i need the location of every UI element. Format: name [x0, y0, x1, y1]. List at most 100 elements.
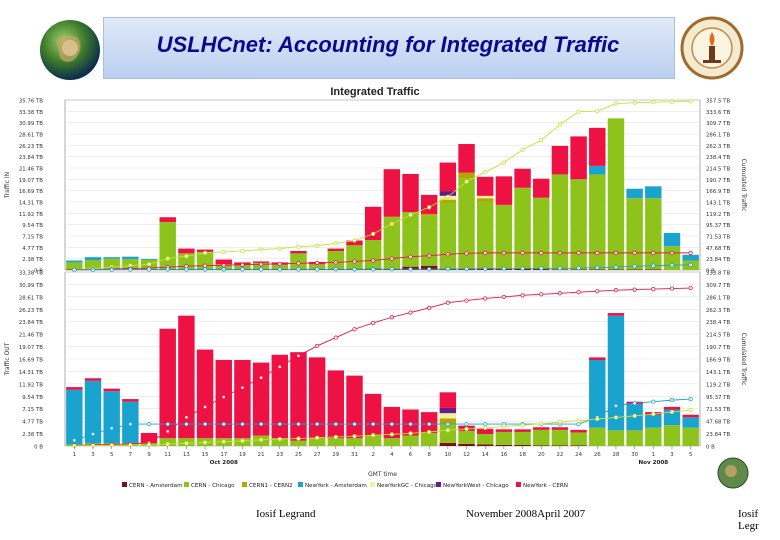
- cumulative-point: [333, 335, 338, 340]
- bar-segment-newyork-amsterdam: [66, 389, 83, 445]
- x-tick-label: 21: [258, 452, 265, 458]
- cumulative-point: [501, 160, 506, 165]
- bar-segment-newyork-cern: [514, 168, 531, 188]
- cumulative-point: [240, 385, 245, 390]
- cumulative-point: [445, 266, 450, 272]
- bar-segment-cern-chicago: [327, 438, 345, 446]
- cumulative-point: [408, 267, 413, 272]
- y2-tick-label: 333.6 TB: [706, 110, 730, 116]
- cumulative-point: [408, 310, 413, 315]
- cumulative-point: [464, 179, 469, 184]
- cumulative-point: [296, 436, 301, 441]
- cumulative-point: [202, 263, 208, 268]
- cumulative-point: [352, 238, 357, 243]
- y2-tick-label: 238.4 TB: [706, 320, 730, 326]
- y-tick-label: 14.31 TB: [19, 201, 43, 207]
- cumulative-point: [632, 287, 637, 292]
- legend-label: CERN1 - CERN2: [249, 483, 293, 489]
- legend-label: CERN - Amsterdam: [129, 483, 183, 489]
- cumulative-point: [240, 267, 245, 272]
- bar-segment-newyork-cern: [495, 176, 513, 205]
- cumulative-point: [296, 261, 301, 266]
- cumulative-point: [427, 253, 432, 258]
- cumulative-line-cumulative-c: [74, 398, 691, 441]
- x-tick-label: 26: [594, 452, 601, 458]
- y-tick-label: 0 B: [34, 269, 43, 275]
- x-tick-label: 24: [575, 452, 582, 458]
- cumulative-point: [221, 422, 226, 427]
- bar-segment-newyork-amsterdam: [663, 232, 681, 247]
- y-tick-label: 4.77 TB: [22, 420, 43, 426]
- bar-segment-newyork-cern: [682, 414, 699, 418]
- cumulative-point: [72, 267, 77, 272]
- bar-segment-cern-chicago: [290, 440, 307, 446]
- cumulative-point: [576, 250, 581, 255]
- cumulative-point: [296, 353, 301, 358]
- cumulative-point: [483, 169, 488, 175]
- x-tick-label: 16: [500, 452, 507, 458]
- bar-segment-newyork-cern: [551, 427, 569, 430]
- cumulative-point: [613, 250, 619, 255]
- cumulative-point: [669, 409, 675, 415]
- cumulative-point: [445, 252, 450, 257]
- cumulative-point: [165, 267, 170, 272]
- cumulative-point: [520, 266, 525, 271]
- cumulative-point: [389, 221, 394, 226]
- cumulative-point: [296, 267, 301, 272]
- cumulative-point: [315, 267, 320, 272]
- bar-segment-cern1-cern2: [439, 418, 457, 425]
- cumulative-point: [669, 250, 675, 255]
- bar-segment-cern-amsterdam: [570, 445, 587, 446]
- bar-segment-cern-chicago: [402, 435, 419, 446]
- cumulative-point: [576, 418, 581, 423]
- bar-segment-newyork-cern: [140, 432, 158, 444]
- legend-swatch: [184, 482, 189, 487]
- bar-segment-cern-chicago: [327, 250, 345, 270]
- cumulative-point: [389, 315, 394, 320]
- cumulative-point: [389, 267, 394, 272]
- bar-segment-newyork-cern: [570, 429, 587, 433]
- legend-label: CERN - Chicago: [191, 483, 235, 489]
- y2-tick-label: 166.9 TB: [706, 358, 730, 364]
- cumulative-point: [315, 435, 320, 440]
- bar-segment-newyorkgc-chicago: [439, 413, 457, 419]
- y-tick-label: 7.15 TB: [22, 407, 43, 413]
- bar-segment-cern-chicago: [682, 427, 699, 446]
- cumulative-point: [165, 441, 170, 447]
- cumulative-point: [352, 422, 357, 427]
- y2-tick-label: 119.2 TB: [706, 382, 730, 388]
- cumulative-line-cumulative-a: [74, 100, 691, 270]
- cumulative-point: [557, 291, 563, 296]
- y-tick-label: 19.07 TB: [19, 178, 43, 184]
- cumulative-point: [221, 394, 226, 400]
- cumulative-point: [90, 267, 96, 272]
- bar-segment-newyork-cern: [551, 145, 569, 175]
- cumulative-point: [539, 266, 544, 271]
- bar-segment-cern-amsterdam: [439, 442, 457, 446]
- y-tick-label: 16.69 TB: [19, 189, 43, 195]
- cumulative-point: [613, 101, 619, 106]
- bar-segment-cern-chicago: [346, 245, 363, 270]
- cumulative-point: [539, 250, 544, 255]
- y2-tick-label: 119.2 TB: [706, 212, 730, 218]
- cumulative-point: [408, 212, 413, 217]
- x-tick-label: 5: [110, 452, 113, 458]
- bar-segment-newyork-amsterdam: [682, 417, 699, 428]
- y2-tick-label: 23.84 TB: [706, 257, 730, 263]
- y-tick-label: 0 B: [34, 445, 43, 451]
- cumulative-point: [464, 422, 469, 427]
- x-tick-label: 14: [482, 452, 489, 458]
- cumulative-point: [613, 288, 619, 293]
- legend-label: NewYorkGC - Chicago: [377, 483, 438, 489]
- bar-segment-newyork-cern: [663, 406, 681, 410]
- cumulative-point: [520, 423, 525, 428]
- bar-segment-cern-chicago: [308, 438, 326, 446]
- bar-segment-newyork-cern: [234, 359, 251, 439]
- slide-title: USLHCnet: Accounting for Integrated Traf…: [156, 32, 620, 57]
- cumulative-point: [445, 300, 450, 305]
- cumulative-point: [483, 425, 488, 430]
- cumulative-point: [520, 293, 525, 298]
- chart-title: Integrated Traffic: [330, 86, 419, 98]
- y-tick-label: 19.07 TB: [19, 345, 43, 351]
- bar-segment-cern-chicago: [477, 434, 494, 445]
